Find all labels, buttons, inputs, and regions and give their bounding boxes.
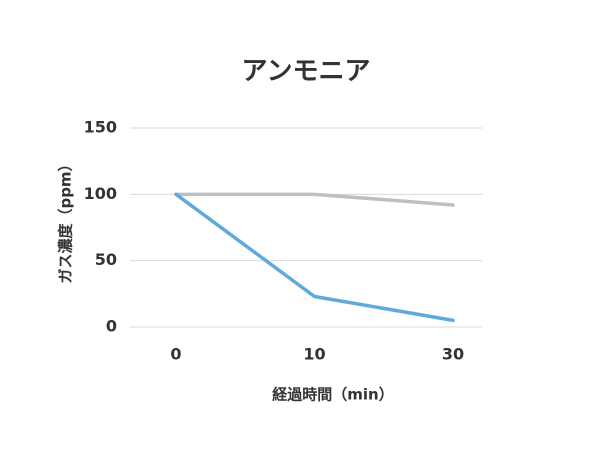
y-tick-label: 0 [106, 317, 117, 336]
chart-title: アンモニア [242, 57, 371, 87]
x-tick-label: 30 [442, 345, 464, 364]
y-axis-label: ガス濃度（ppm） [57, 156, 75, 283]
x-tick-label: 10 [303, 345, 325, 364]
x-tick-label: 0 [170, 345, 181, 364]
y-tick-label: 50 [95, 250, 117, 269]
y-tick-label: 150 [84, 118, 117, 137]
y-tick-label: 100 [84, 184, 117, 203]
series-line [174, 192, 455, 207]
x-axis-label: 経過時間（min） [272, 386, 393, 404]
series-line [174, 192, 455, 323]
